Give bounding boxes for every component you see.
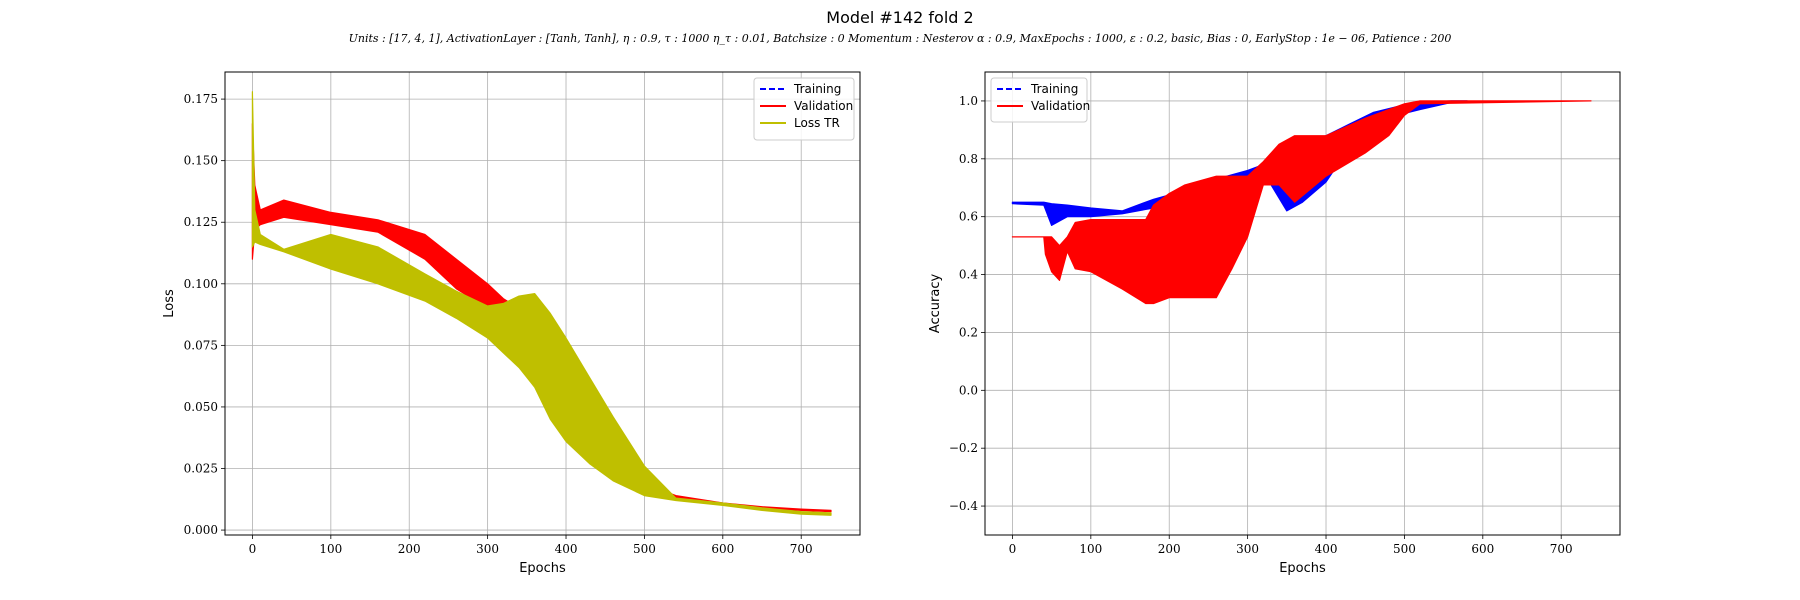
loss-plot-legend: Training Validation Loss TR <box>753 77 855 141</box>
figure-title: Model #142 fold 2 <box>826 8 973 27</box>
loss-plot-series <box>251 91 832 516</box>
loss-plot-xlabel: Epochs <box>519 561 566 576</box>
legend-label-loss-tr: Loss TR <box>794 116 840 130</box>
x-tick-label: 400 <box>555 542 578 556</box>
accuracy-plot-xlabel: Epochs <box>1279 561 1326 576</box>
x-tick-label: 200 <box>1158 542 1181 556</box>
y-tick-label: 0.4 <box>959 268 978 282</box>
y-tick-label: 1.0 <box>959 94 978 108</box>
series-loss-tr-band <box>251 91 832 516</box>
legend-label-training: Training <box>793 82 841 96</box>
y-tick-label: 0.8 <box>959 152 978 166</box>
x-tick-label: 700 <box>790 542 813 556</box>
legend-label-validation: Validation <box>794 99 853 113</box>
y-tick-label: 0.0 <box>959 383 978 397</box>
loss-plot-ylabel: Loss <box>162 289 177 318</box>
y-tick-label: 0.050 <box>184 400 218 414</box>
legend-label-validation: Validation <box>1031 99 1090 113</box>
y-tick-label: −0.2 <box>949 441 978 455</box>
accuracy-plot-frame <box>984 71 1621 536</box>
x-tick-label: 500 <box>1393 542 1416 556</box>
accuracy-plot-ylabel: Accuracy <box>928 274 943 334</box>
loss-plot-grid <box>225 72 860 535</box>
x-tick-label: 500 <box>633 542 656 556</box>
loss-plot-frame <box>224 71 861 536</box>
x-tick-label: 100 <box>1079 542 1102 556</box>
x-tick-label: 700 <box>1550 542 1573 556</box>
x-tick-label: 0 <box>1009 542 1017 556</box>
y-tick-label: 0.000 <box>184 523 218 537</box>
x-tick-label: 200 <box>398 542 421 556</box>
y-tick-label: 0.075 <box>184 338 218 352</box>
x-tick-label: 100 <box>319 542 342 556</box>
x-tick-label: 600 <box>1471 542 1494 556</box>
y-tick-label: 0.125 <box>184 215 218 229</box>
series-validation-band <box>251 123 832 513</box>
x-tick-label: 600 <box>711 542 734 556</box>
y-tick-label: 0.6 <box>959 210 978 224</box>
y-tick-label: 0.2 <box>959 325 978 339</box>
legend-label-training: Training <box>1030 82 1078 96</box>
y-tick-label: 0.150 <box>184 154 218 168</box>
loss-plot: 0 100 200 300 400 500 600 700 0.000 0.025 0.050 0.0… <box>162 71 861 576</box>
accuracy-plot-legend: Training Validation <box>990 77 1090 123</box>
y-tick-label: 0.175 <box>184 92 218 106</box>
accuracy-plot-series <box>1011 100 1592 305</box>
x-tick-label: 300 <box>1236 542 1259 556</box>
accuracy-plot: 0 100 200 300 400 500 600 700 −0.4 −0.2 0.0 0.2 0.4 0… <box>928 71 1621 576</box>
x-tick-label: 400 <box>1315 542 1338 556</box>
x-tick-label: 300 <box>476 542 499 556</box>
y-tick-label: 0.100 <box>184 277 218 291</box>
figure-subtitle: Units : [17, 4, 1], ActivationLayer : [T… <box>349 32 1452 45</box>
legend-box <box>753 77 855 141</box>
y-tick-label: 0.025 <box>184 462 218 476</box>
series-validation-band <box>1011 100 1592 305</box>
y-tick-label: −0.4 <box>949 499 979 513</box>
x-tick-label: 0 <box>249 542 257 556</box>
